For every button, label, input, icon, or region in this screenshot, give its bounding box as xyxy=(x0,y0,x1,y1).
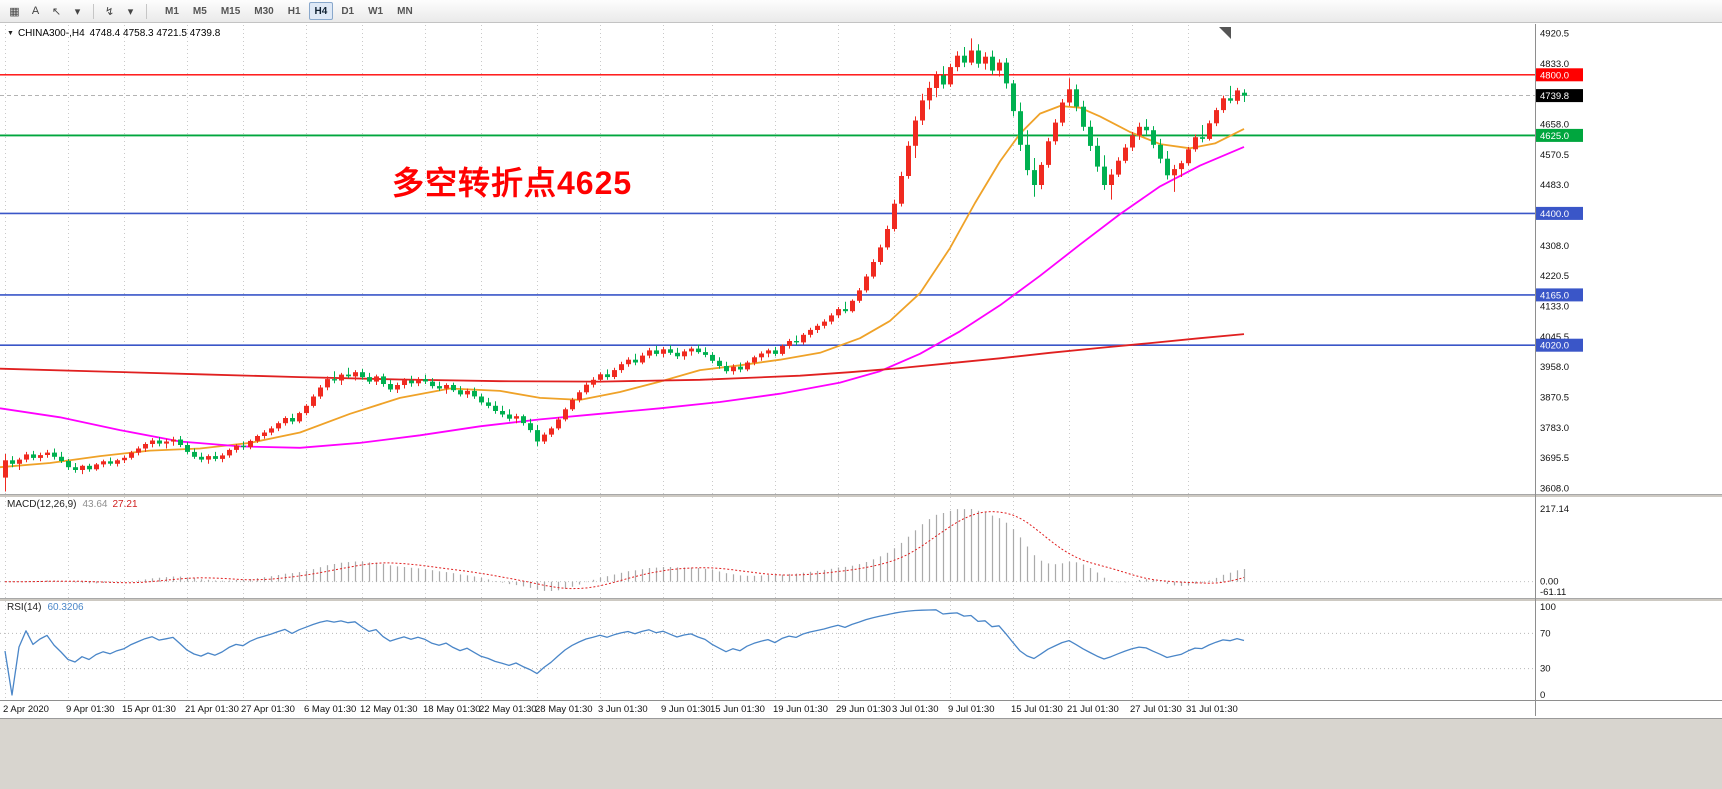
price-tick-label: 3608.0 xyxy=(1540,484,1569,495)
toolbar: ▦ A ↖ ▾ ↯ ▾ M1 M5 M15 M30 H1 H4 D1 W1 MN xyxy=(0,0,1722,23)
timeframe-button-M1[interactable]: M1 xyxy=(159,2,185,20)
timeframe-button-D1[interactable]: D1 xyxy=(335,2,360,20)
cursor-tool-button[interactable]: ↖ xyxy=(46,2,67,21)
svg-text:4739.8: 4739.8 xyxy=(1540,91,1569,102)
price-tick-label: 3958.0 xyxy=(1540,362,1569,373)
svg-text:4625.0: 4625.0 xyxy=(1540,131,1569,142)
chart-window-button[interactable]: ▦ xyxy=(4,2,25,21)
symbol-title: CHINA300-,H4 xyxy=(17,28,85,39)
rsi-value: 60.3206 xyxy=(47,602,84,613)
rsi-indicator-label: RSI(14) 60.3206 xyxy=(7,602,84,613)
svg-text:4800.0: 4800.0 xyxy=(1540,70,1569,81)
svg-text:217.14: 217.14 xyxy=(1540,504,1569,515)
bid-price-badge xyxy=(1536,89,1583,103)
price-tick-label: 3783.0 xyxy=(1540,423,1569,434)
svg-text:4400.0: 4400.0 xyxy=(1540,209,1569,220)
rsi-name: RSI(14) xyxy=(7,602,42,613)
price-tick-label: 4658.0 xyxy=(1540,120,1569,131)
chart-header: ▼ CHINA300-,H4 4748.4 4758.3 4721.5 4739.8 xyxy=(7,28,220,39)
timeframe-button-W1[interactable]: W1 xyxy=(362,2,389,20)
tool-button-group: ▦ A ↖ ▾ ↯ ▾ xyxy=(4,2,152,21)
price-tick-label: 4483.0 xyxy=(1540,180,1569,191)
macd-main-value: 43.64 xyxy=(82,499,108,510)
symbol-ohlc-values: 4748.4 4758.3 4721.5 4739.8 xyxy=(89,28,221,39)
svg-text:30: 30 xyxy=(1540,664,1551,675)
svg-text:70: 70 xyxy=(1540,628,1551,639)
price-tick-label: 4045.5 xyxy=(1540,332,1569,343)
svg-text:-61.11: -61.11 xyxy=(1540,587,1566,598)
toolbar-separator xyxy=(146,3,147,19)
svg-text:100: 100 xyxy=(1540,602,1556,613)
timeframe-button-group: M1 M5 M15 M30 H1 H4 D1 W1 MN xyxy=(158,2,420,20)
timeframe-button-H1[interactable]: H1 xyxy=(282,2,307,20)
price-tick-label: 3870.5 xyxy=(1540,393,1569,404)
price-tick-label: 3695.5 xyxy=(1540,453,1569,464)
indicators-button[interactable]: ↯ xyxy=(99,2,120,21)
price-tick-label: 4833.0 xyxy=(1540,59,1569,70)
price-badge-4625.0 xyxy=(1536,128,1583,142)
indicator-axis-labels: 217.14 0.00-61.11 100 70 30 0 xyxy=(1540,504,1569,701)
chart-plot-area[interactable] xyxy=(0,23,1535,718)
timeframe-button-M15[interactable]: M15 xyxy=(215,2,246,20)
svg-text:0.00: 0.00 xyxy=(1540,577,1559,588)
one-click-trading-arrow-icon[interactable]: ▼ xyxy=(7,30,14,37)
price-tick-label: 4220.5 xyxy=(1540,271,1569,282)
svg-text:0: 0 xyxy=(1540,690,1545,701)
svg-text:4020.0: 4020.0 xyxy=(1540,341,1569,352)
macd-signal-value: 27.21 xyxy=(112,499,138,510)
timeframe-button-M30[interactable]: M30 xyxy=(248,2,279,20)
price-badge-4165.0 xyxy=(1536,288,1583,302)
price-badge-4800.0 xyxy=(1536,68,1583,82)
price-badge-4400.0 xyxy=(1536,206,1583,220)
price-tick-label: 4308.0 xyxy=(1540,241,1569,252)
price-tick-label: 4920.5 xyxy=(1540,29,1569,40)
price-tick-label: 4133.0 xyxy=(1540,302,1569,313)
toolbar-separator xyxy=(93,3,94,19)
annotation-text: 多空转折点4625 xyxy=(392,165,633,201)
timeframe-button-MN[interactable]: MN xyxy=(391,2,419,20)
text-tool-button[interactable]: A xyxy=(25,2,46,21)
price-badge-4020.0 xyxy=(1536,338,1583,352)
macd-name: MACD(12,26,9) xyxy=(7,499,77,510)
window-footer xyxy=(0,718,1722,789)
macd-indicator-label: MACD(12,26,9) 43.64 27.21 xyxy=(7,499,138,510)
svg-text:4165.0: 4165.0 xyxy=(1540,290,1569,301)
price-tick-label: 4570.5 xyxy=(1540,150,1569,161)
tools-dropdown-button[interactable]: ▾ xyxy=(67,2,88,21)
timeframe-button-M5[interactable]: M5 xyxy=(187,2,213,20)
indicators-dropdown-button[interactable]: ▾ xyxy=(120,2,141,21)
timeframe-button-H4[interactable]: H4 xyxy=(308,2,334,20)
